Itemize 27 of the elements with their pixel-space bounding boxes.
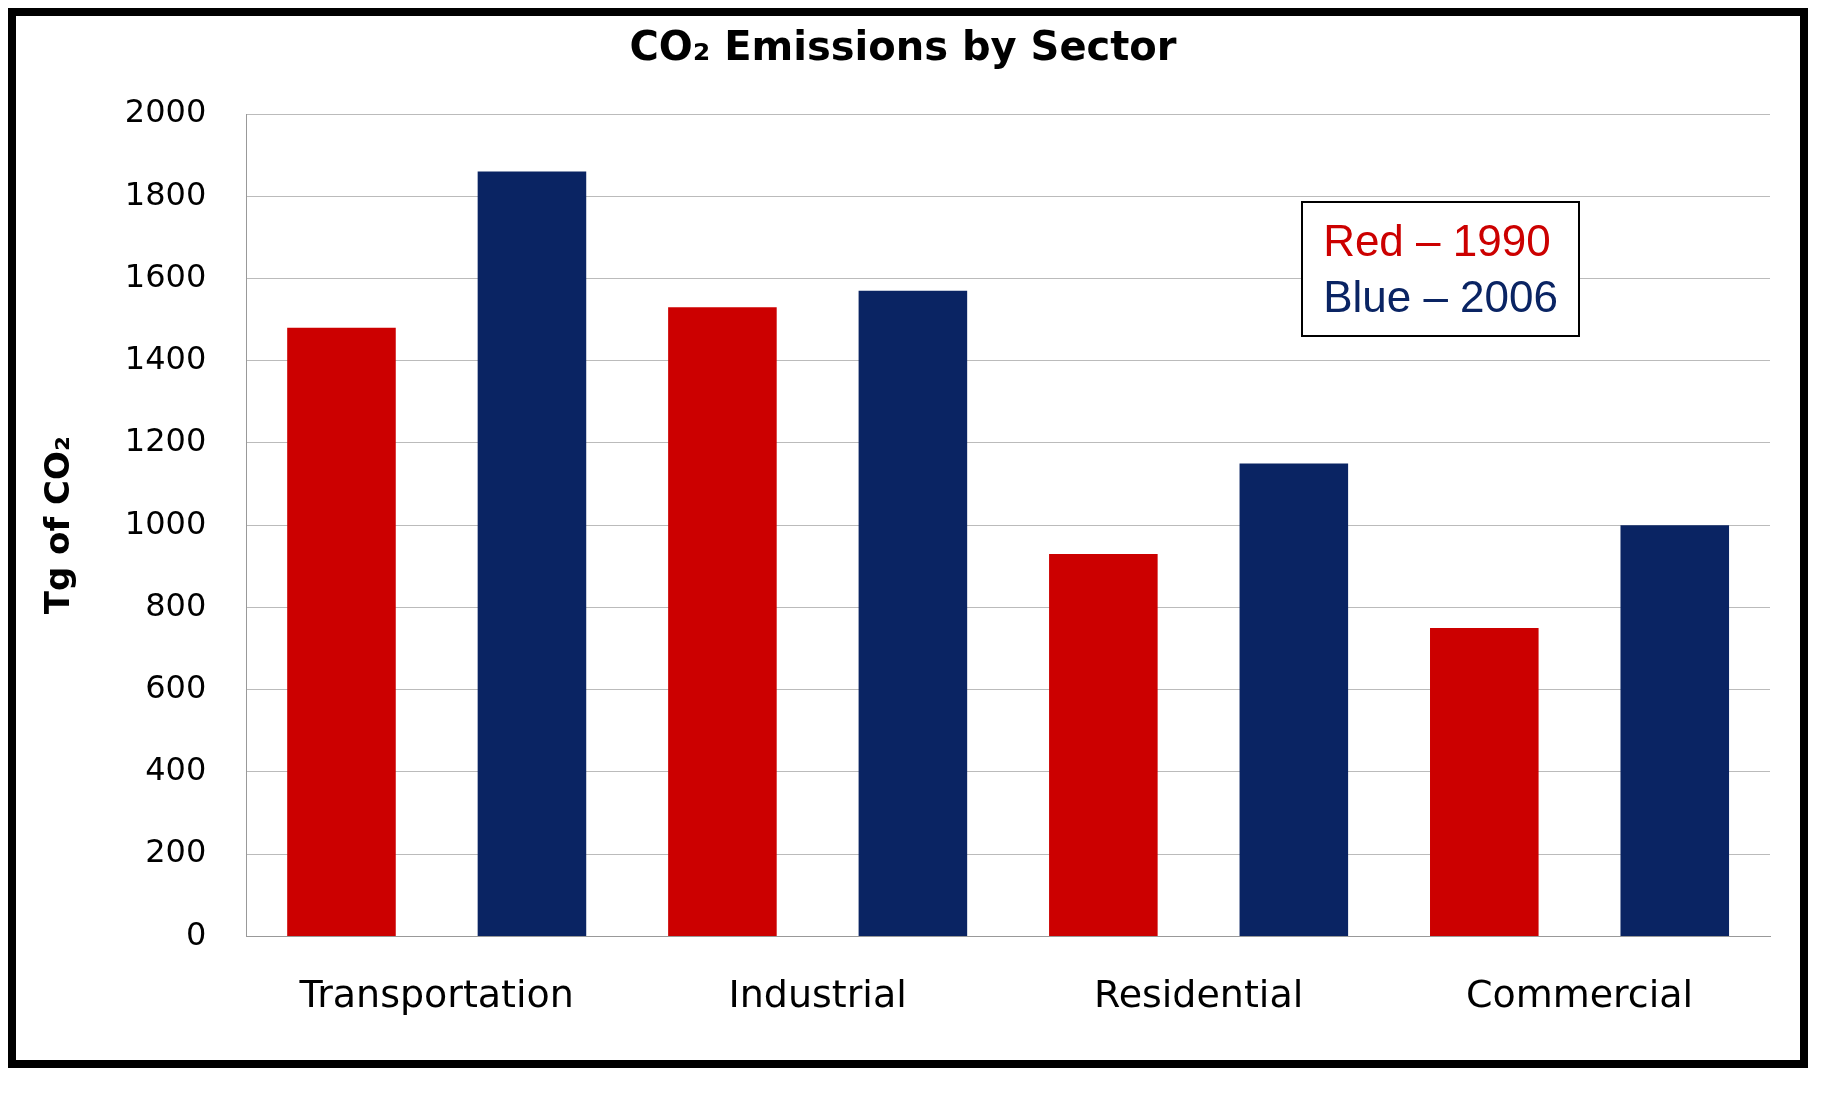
y-tick-label: 1800 <box>124 174 207 213</box>
y-tick-label: 400 <box>145 750 207 789</box>
bar <box>858 290 968 936</box>
chart-title: CO₂ Emissions by Sector <box>629 23 1177 70</box>
y-tick-label: 1600 <box>124 256 207 295</box>
text: Blue – 2006 <box>1323 271 1558 323</box>
x-tick-label: Commercial <box>1465 972 1694 1017</box>
y-tick-label: 200 <box>145 832 207 871</box>
y-tick-label: 800 <box>145 585 207 624</box>
y-tick-label: 1200 <box>124 421 207 460</box>
y-tick-label: 1400 <box>124 339 207 378</box>
y-tick-label: 1000 <box>124 503 207 542</box>
bar <box>1430 628 1539 936</box>
x-tick-label: Residential <box>1093 972 1304 1017</box>
bar <box>1620 525 1730 936</box>
x-tick-label: Industrial <box>728 972 907 1017</box>
y-axis-title: Tg of CO₂ <box>37 436 78 615</box>
text: Red – 1990 <box>1323 215 1552 267</box>
bar <box>1239 463 1349 936</box>
bar <box>287 327 396 936</box>
x-tick-label: Transportation <box>298 972 574 1017</box>
bar <box>477 171 587 936</box>
y-tick-label: 2000 <box>124 92 207 131</box>
y-tick-label: 0 <box>185 914 207 953</box>
y-tick-label: 600 <box>145 667 207 706</box>
bar <box>668 307 777 936</box>
bar <box>1049 553 1158 936</box>
